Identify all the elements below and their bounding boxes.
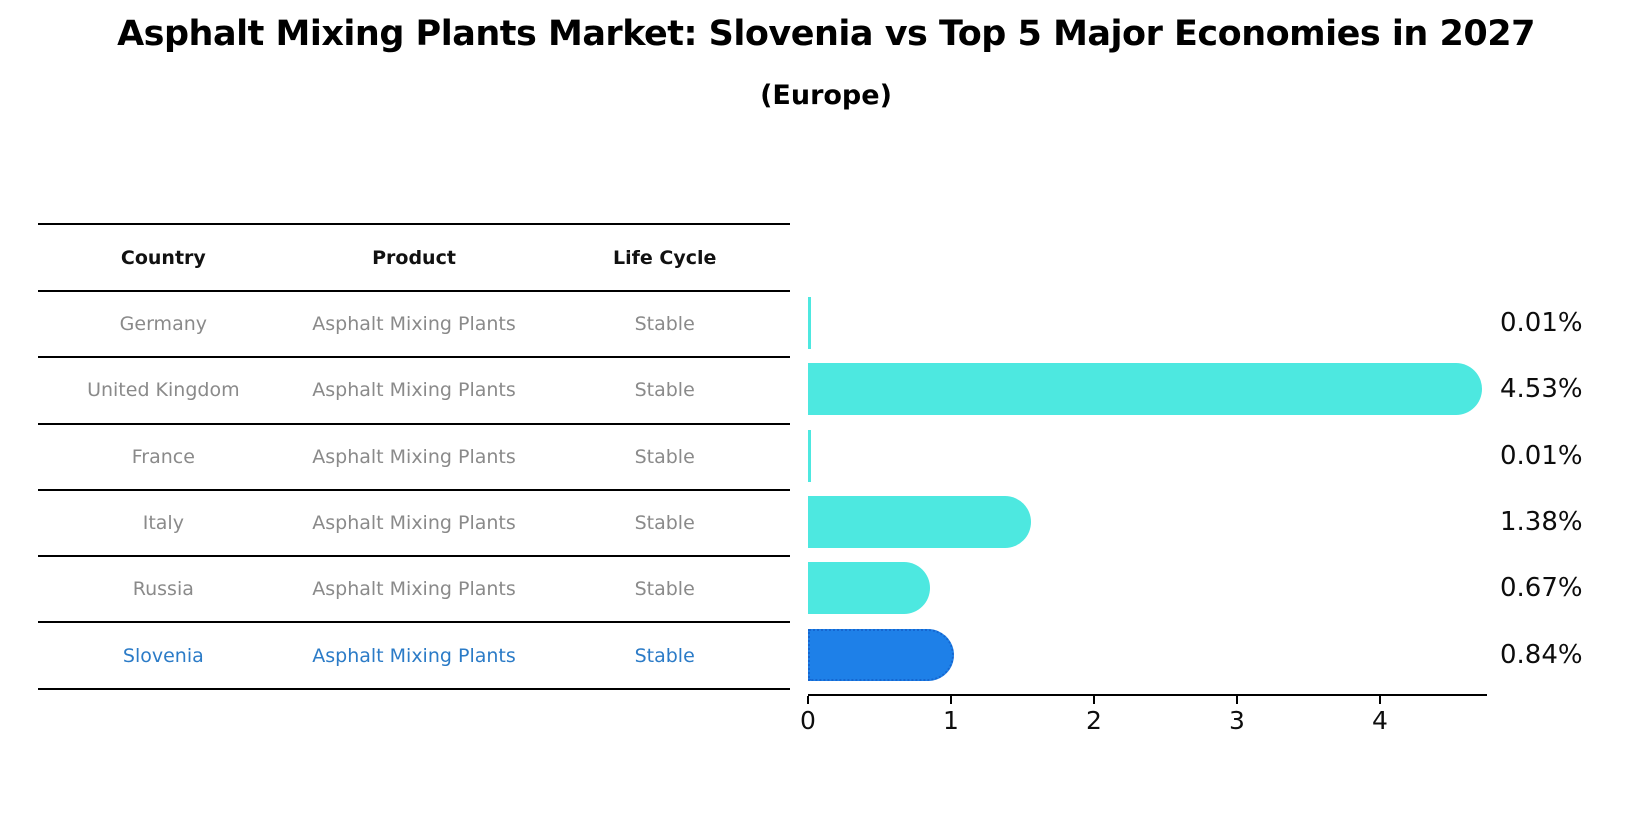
bar-slovenia bbox=[808, 628, 955, 681]
product-cell: Asphalt Mixing Plants bbox=[312, 512, 516, 535]
table-row-united-kingdom: United Kingdom Asphalt Mixing Plants Sta… bbox=[38, 358, 790, 425]
value-label-italy: 1.38% bbox=[1500, 507, 1583, 538]
x-axis-tick bbox=[950, 696, 952, 704]
country-comparison-table: Country Product Life Cycle Germany Aspha… bbox=[38, 223, 790, 690]
x-axis-line bbox=[808, 694, 1487, 696]
bar-italy bbox=[808, 496, 1032, 549]
country-cell: Russia bbox=[132, 578, 194, 601]
country-cell: Slovenia bbox=[122, 644, 204, 667]
column-header-product: Product bbox=[372, 246, 456, 269]
value-label-slovenia: 0.84% bbox=[1500, 639, 1583, 670]
country-cell: France bbox=[131, 445, 195, 468]
page-title: Asphalt Mixing Plants Market: Slovenia v… bbox=[117, 14, 1535, 54]
life-cycle-cell: Stable bbox=[634, 578, 695, 601]
value-label-germany: 0.01% bbox=[1500, 308, 1583, 339]
life-cycle-cell: Stable bbox=[634, 512, 695, 535]
life-cycle-cell: Stable bbox=[634, 379, 695, 402]
x-axis-tick-label: 0 bbox=[800, 706, 816, 735]
product-cell: Asphalt Mixing Plants bbox=[312, 644, 516, 667]
x-axis-tick-label: 1 bbox=[943, 706, 959, 735]
product-cell: Asphalt Mixing Plants bbox=[312, 379, 516, 402]
bar-russia bbox=[808, 562, 930, 615]
table-row-germany: Germany Asphalt Mixing Plants Stable bbox=[38, 292, 790, 359]
x-axis-tick-label: 2 bbox=[1086, 706, 1102, 735]
product-cell: Asphalt Mixing Plants bbox=[312, 578, 516, 601]
table-row-slovenia: Slovenia Asphalt Mixing Plants Stable bbox=[38, 623, 790, 690]
value-label-france: 0.01% bbox=[1500, 440, 1583, 471]
x-axis-tick bbox=[807, 696, 809, 704]
column-header-country: Country bbox=[120, 246, 206, 269]
life-cycle-cell: Stable bbox=[634, 313, 695, 336]
page-subtitle: (Europe) bbox=[760, 80, 892, 111]
table-row-france: France Asphalt Mixing Plants Stable bbox=[38, 425, 790, 491]
table-row-russia: Russia Asphalt Mixing Plants Stable bbox=[38, 557, 790, 624]
x-axis-tick-label: 3 bbox=[1229, 706, 1245, 735]
product-cell: Asphalt Mixing Plants bbox=[312, 313, 516, 336]
bar-germany bbox=[808, 297, 811, 350]
country-cell: Italy bbox=[142, 512, 184, 535]
column-header-life-cycle: Life Cycle bbox=[612, 246, 717, 269]
value-label-russia: 0.67% bbox=[1500, 573, 1583, 604]
life-cycle-cell: Stable bbox=[634, 644, 695, 667]
table-header-row: Country Product Life Cycle bbox=[38, 225, 790, 292]
x-axis-tick bbox=[1093, 696, 1095, 704]
country-cell: United Kingdom bbox=[87, 379, 240, 402]
bar-united-kingdom bbox=[808, 363, 1482, 416]
country-cell: Germany bbox=[119, 313, 207, 336]
bar-france bbox=[808, 429, 811, 482]
x-axis-tick bbox=[1236, 696, 1238, 704]
x-axis-tick-label: 4 bbox=[1372, 706, 1388, 735]
x-axis-tick bbox=[1379, 696, 1381, 704]
value-label-united-kingdom: 4.53% bbox=[1500, 374, 1583, 405]
product-cell: Asphalt Mixing Plants bbox=[312, 445, 516, 468]
life-cycle-cell: Stable bbox=[634, 445, 695, 468]
table-row-italy: Italy Asphalt Mixing Plants Stable bbox=[38, 491, 790, 558]
